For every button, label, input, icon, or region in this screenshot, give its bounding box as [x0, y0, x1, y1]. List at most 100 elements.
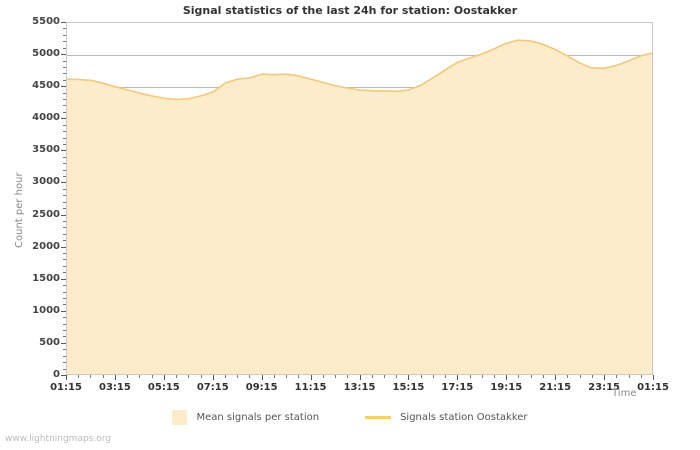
plot-area: [66, 22, 653, 375]
chart-title: Signal statistics of the last 24h for st…: [182, 4, 518, 17]
y-tick-minor: [63, 137, 66, 139]
y-tick-minor: [63, 156, 66, 158]
x-tick-minor: [420, 375, 422, 378]
x-tick-mark: [653, 375, 654, 380]
x-tick-mark: [555, 375, 557, 380]
x-tick-minor: [78, 375, 80, 378]
x-tick-label: 11:15: [294, 382, 327, 393]
grid-line: [67, 55, 652, 57]
x-tick-minor: [432, 375, 434, 378]
y-tick-minor: [63, 317, 66, 319]
y-tick-label: 3000: [32, 176, 60, 188]
x-tick-minor: [273, 375, 275, 378]
y-tick-label: 1000: [32, 304, 60, 316]
x-tick-label: 19:15: [490, 382, 523, 393]
y-tick-minor: [63, 169, 66, 171]
y-tick-minor: [63, 233, 66, 235]
grid-line: [67, 87, 652, 89]
x-tick-label: 07:15: [196, 382, 229, 393]
y-tick-minor: [63, 201, 66, 203]
y-tick-minor: [63, 291, 66, 293]
y-tick-minor: [63, 253, 66, 255]
x-tick-minor: [628, 375, 630, 378]
y-tick-mark: [61, 214, 66, 216]
x-tick-minor: [127, 375, 129, 378]
x-tick-minor: [371, 375, 373, 378]
x-tick-minor: [188, 375, 190, 378]
x-tick-mark: [114, 375, 116, 380]
x-tick-label: 15:15: [392, 382, 425, 393]
y-tick-minor: [63, 208, 66, 210]
legend-item-mean-signals: Mean signals per station: [172, 410, 319, 425]
x-tick-mark: [457, 375, 459, 380]
x-tick-minor: [176, 375, 178, 378]
x-tick-minor: [90, 375, 92, 378]
x-tick-minor: [542, 375, 544, 378]
y-tick-minor: [63, 285, 66, 287]
x-tick-mark: [261, 375, 263, 380]
watermark: www.lightningmaps.org: [5, 434, 111, 444]
x-tick-minor: [591, 375, 593, 378]
y-tick-minor: [63, 220, 66, 222]
x-tick-minor: [383, 375, 385, 378]
y-tick-label: 2500: [32, 208, 60, 220]
series-area-mean-signals: [67, 23, 652, 374]
y-tick-minor: [63, 323, 66, 325]
y-tick-minor: [63, 297, 66, 299]
x-tick-minor: [286, 375, 288, 378]
x-tick-minor: [335, 375, 337, 378]
y-tick-minor: [63, 28, 66, 30]
y-tick-minor: [63, 79, 66, 81]
y-tick-mark: [61, 22, 66, 23]
x-tick-minor: [322, 375, 324, 378]
series-line-station-oostakker: [67, 40, 652, 99]
y-tick-mark: [61, 246, 66, 248]
y-tick-minor: [63, 124, 66, 126]
y-tick-minor: [63, 349, 66, 351]
x-tick-minor: [445, 375, 447, 378]
y-tick-label: 4000: [32, 112, 60, 124]
y-tick-minor: [63, 34, 66, 36]
x-tick-minor: [237, 375, 239, 378]
x-tick-minor: [224, 375, 226, 378]
x-tick-mark: [359, 375, 361, 380]
y-tick-mark: [61, 118, 66, 120]
y-tick-minor: [63, 99, 66, 101]
y-tick-minor: [63, 336, 66, 338]
y-tick-mark: [61, 278, 66, 280]
y-tick-mark: [61, 54, 66, 56]
y-tick-minor: [63, 240, 66, 242]
y-tick-minor: [63, 143, 66, 145]
y-tick-minor: [63, 227, 66, 229]
y-tick-minor: [63, 131, 66, 133]
chart-legend: Mean signals per station Signals station…: [0, 410, 700, 425]
y-tick-label: 5500: [32, 16, 60, 27]
x-tick-minor: [530, 375, 532, 378]
x-tick-label: 17:15: [441, 382, 474, 393]
y-tick-mark: [61, 310, 66, 312]
x-tick-minor: [200, 375, 202, 378]
x-tick-minor: [481, 375, 483, 378]
x-tick-mark: [163, 375, 165, 380]
y-tick-minor: [63, 362, 66, 364]
y-tick-minor: [63, 368, 66, 370]
x-tick-minor: [102, 375, 104, 378]
x-tick-label: 21:15: [539, 382, 572, 393]
y-tick-label: 4500: [32, 80, 60, 92]
x-tick-mark: [310, 375, 312, 380]
y-tick-mark: [61, 150, 66, 152]
y-tick-minor: [63, 60, 66, 62]
y-tick-mark: [61, 182, 66, 184]
x-tick-label: 09:15: [245, 382, 278, 393]
y-tick-label: 5000: [32, 48, 60, 60]
x-tick-mark: [212, 375, 214, 380]
y-tick-minor: [63, 355, 66, 357]
y-tick-minor: [63, 272, 66, 274]
x-tick-mark: [604, 375, 606, 380]
y-tick-minor: [63, 330, 66, 332]
y-tick-label: 3500: [32, 144, 60, 156]
x-axis-title: Time: [612, 388, 637, 399]
legend-line-swatch-icon: [365, 416, 392, 419]
y-tick-minor: [63, 66, 66, 68]
x-tick-minor: [396, 375, 398, 378]
